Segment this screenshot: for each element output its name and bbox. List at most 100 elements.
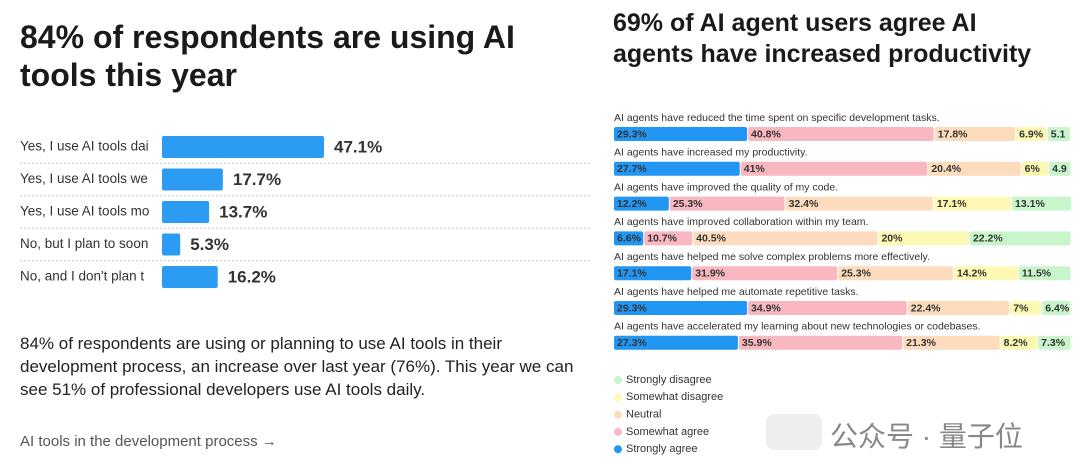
category-label: AI agents have helped me automate repeti…	[614, 286, 859, 298]
legend-label: Strongly disagree	[626, 374, 712, 386]
legend-label: Somewhat disagree	[626, 391, 723, 403]
category-label: Yes, I use AI tools we	[20, 171, 148, 186]
bar	[162, 201, 210, 223]
legend-swatch	[614, 427, 622, 436]
bar-segment	[1021, 161, 1049, 176]
value-label: 6.9%	[1019, 128, 1044, 140]
value-label: 17.7%	[233, 170, 281, 189]
bar-segment	[1047, 127, 1071, 141]
bar-segment	[614, 127, 748, 141]
bar	[162, 233, 181, 256]
value-label: 17.8%	[938, 128, 968, 140]
bar-segment	[644, 231, 693, 246]
value-label: 25.3%	[841, 267, 871, 279]
bar	[162, 266, 218, 288]
value-label: 4.9	[1052, 163, 1067, 175]
value-label: 5.3%	[190, 235, 229, 254]
value-label: 22.4%	[911, 302, 941, 314]
value-label: 7%	[1013, 302, 1029, 314]
chart-title: 69% of AI agent users agree AI agents ha…	[613, 9, 1032, 68]
bar-segment	[934, 127, 1016, 141]
bar-segment	[1016, 127, 1047, 141]
description: 84% of respondents are using or planning…	[20, 334, 574, 399]
value-label: 12.2%	[617, 198, 647, 210]
value-label: 27.3%	[617, 337, 647, 349]
bar-segment	[785, 196, 933, 211]
value-label: 41%	[744, 163, 766, 175]
category-label: No, but I plan to soon	[20, 236, 148, 251]
value-label: 13.7%	[219, 202, 267, 221]
value-label: 7.3%	[1041, 337, 1066, 349]
value-label: 31.9%	[695, 267, 725, 279]
category-label: No, and I don't plan t	[20, 269, 144, 284]
value-label: 14.2%	[957, 267, 987, 279]
bar-segment	[614, 161, 740, 176]
bar-segment	[614, 196, 669, 211]
bar-segment	[933, 196, 1012, 211]
value-label: 20.4%	[931, 163, 961, 175]
bar-segment	[614, 301, 748, 315]
bar-segment	[614, 266, 692, 281]
category-label: AI agents have increased my productivity…	[614, 147, 808, 159]
value-label: 8.2%	[1004, 337, 1029, 349]
watermark: 公众号 · 量子位	[830, 421, 1023, 452]
category-label: AI agents have reduced the time spent on…	[614, 112, 940, 124]
chart-title: 84% of respondents are using AI tools th…	[20, 19, 515, 93]
legend-swatch	[614, 410, 622, 419]
bar-segment	[740, 161, 928, 176]
legend-label: Strongly agree	[626, 443, 698, 455]
bar-segment	[1049, 161, 1071, 176]
value-label: 47.1%	[334, 137, 382, 156]
legend-swatch	[614, 393, 622, 402]
bar	[162, 168, 223, 191]
bar-segment	[748, 127, 934, 141]
value-label: 6.4%	[1045, 302, 1070, 314]
category-label: AI agents have helped me solve complex p…	[614, 251, 930, 263]
bar-segment	[692, 266, 838, 281]
value-label: 13.1%	[1015, 198, 1045, 210]
value-label: 34.9%	[751, 302, 781, 314]
value-label: 40.8%	[751, 128, 781, 140]
bar-segment	[738, 335, 903, 350]
bar-segment	[1038, 335, 1071, 350]
bar-segment	[614, 231, 644, 246]
legend-swatch	[614, 445, 622, 454]
bar-segment	[907, 301, 1010, 315]
value-label: 27.7%	[617, 163, 647, 175]
bar-segment	[953, 266, 1018, 281]
bar	[162, 136, 324, 158]
watermark-icon	[766, 414, 822, 450]
value-label: 17.1%	[937, 198, 967, 210]
value-label: 20%	[881, 233, 903, 245]
category-label: AI agents have improved the quality of m…	[614, 181, 838, 193]
value-label: 40.5%	[696, 233, 726, 245]
bar-segment	[1010, 301, 1042, 315]
bar-segment	[903, 335, 1000, 350]
value-label: 21.3%	[906, 337, 936, 349]
category-label: Yes, I use AI tools dai	[20, 139, 149, 154]
value-label: 32.4%	[789, 198, 819, 210]
bar-segment	[614, 335, 738, 350]
legend-label: Neutral	[626, 409, 661, 421]
bar-segment	[1018, 266, 1071, 281]
value-label: 5.1	[1051, 128, 1066, 140]
bar-segment	[1042, 301, 1071, 315]
category-label: AI agents have improved collaboration wi…	[614, 216, 868, 228]
bar-segment	[748, 301, 907, 315]
value-label: 16.2%	[228, 267, 276, 286]
bar-segment	[838, 266, 953, 281]
legend-swatch	[614, 376, 622, 384]
bar-segment	[969, 231, 1071, 246]
value-label: 6.6%	[617, 233, 642, 245]
bar-segment	[693, 231, 878, 246]
bar-segment	[669, 196, 785, 211]
bar-segment	[1000, 335, 1038, 350]
value-label: 25.3%	[673, 198, 703, 210]
bar-segment	[1012, 196, 1071, 211]
bar-segment	[928, 161, 1021, 176]
link[interactable]: AI tools in the development process →	[20, 433, 277, 450]
value-label: 29.3%	[617, 128, 647, 140]
value-label: 35.9%	[742, 337, 772, 349]
